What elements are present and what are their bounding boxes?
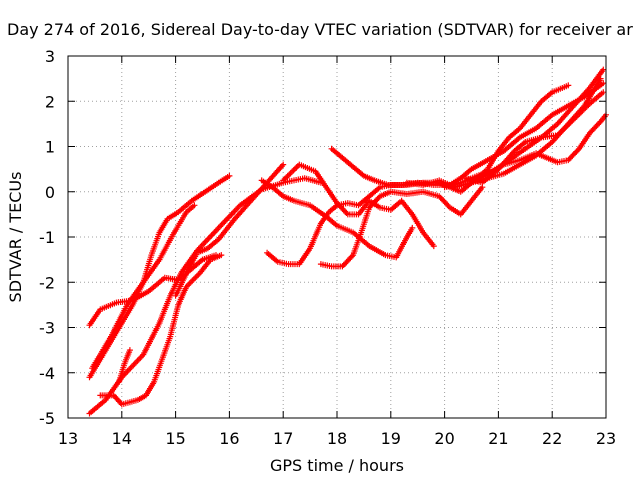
x-tick-label: 23 — [596, 429, 616, 448]
x-tick-label: 14 — [112, 429, 132, 448]
series-markers — [468, 111, 609, 186]
x-tick-label: 13 — [58, 429, 78, 448]
data-series — [89, 202, 198, 372]
data-series — [116, 347, 133, 385]
y-tick-label: -3 — [39, 319, 55, 338]
data-series — [258, 177, 416, 261]
y-tick-label: -2 — [39, 273, 55, 292]
data-series — [86, 172, 233, 381]
y-tick-label: 3 — [45, 47, 55, 66]
data-series — [97, 252, 225, 408]
data-series — [317, 184, 486, 270]
x-tick-label: 22 — [542, 429, 562, 448]
y-axis-label: SDTVAR / TECUs — [6, 172, 25, 303]
y-tick-label: -1 — [39, 228, 55, 247]
y-tick-label: 1 — [45, 138, 55, 157]
data-series — [86, 252, 219, 329]
x-tick-label: 19 — [381, 429, 401, 448]
data-series — [468, 111, 609, 186]
series-markers — [172, 161, 287, 299]
data-series — [280, 161, 437, 250]
y-tick-label: -5 — [39, 409, 55, 428]
x-tick-label: 18 — [327, 429, 347, 448]
x-tick-label: 15 — [165, 429, 185, 448]
x-tick-label: 20 — [434, 429, 454, 448]
series-markers — [86, 252, 219, 329]
grid — [68, 56, 606, 418]
axis-ticks — [67, 55, 607, 419]
series-layer — [86, 66, 609, 417]
series-markers — [258, 177, 416, 261]
series-trace — [88, 177, 322, 415]
y-tick-label: 0 — [45, 183, 55, 202]
x-tick-label: 21 — [488, 429, 508, 448]
series-markers — [280, 161, 437, 250]
series-markers — [97, 252, 225, 408]
x-tick-label: 17 — [273, 429, 293, 448]
series-markers — [116, 347, 133, 385]
series-markers — [328, 80, 607, 188]
data-series — [172, 161, 287, 299]
series-markers — [89, 202, 198, 372]
x-tick-labels: 13 14 15 16 17 18 19 20 21 22 23 — [58, 429, 616, 448]
chart-title: Day 274 of 2016, Sidereal Day-to-day VTE… — [7, 20, 633, 39]
y-tick-label: 2 — [45, 92, 55, 111]
y-tick-labels: 3 2 1 0 -1 -2 -3 -4 -5 — [39, 47, 55, 428]
data-series — [328, 80, 607, 188]
x-axis-label: GPS time / hours — [270, 456, 404, 475]
series-markers — [317, 184, 486, 270]
series-markers — [86, 172, 233, 381]
y-tick-label: -4 — [39, 364, 55, 383]
x-tick-label: 16 — [219, 429, 239, 448]
series-trace — [330, 82, 605, 186]
